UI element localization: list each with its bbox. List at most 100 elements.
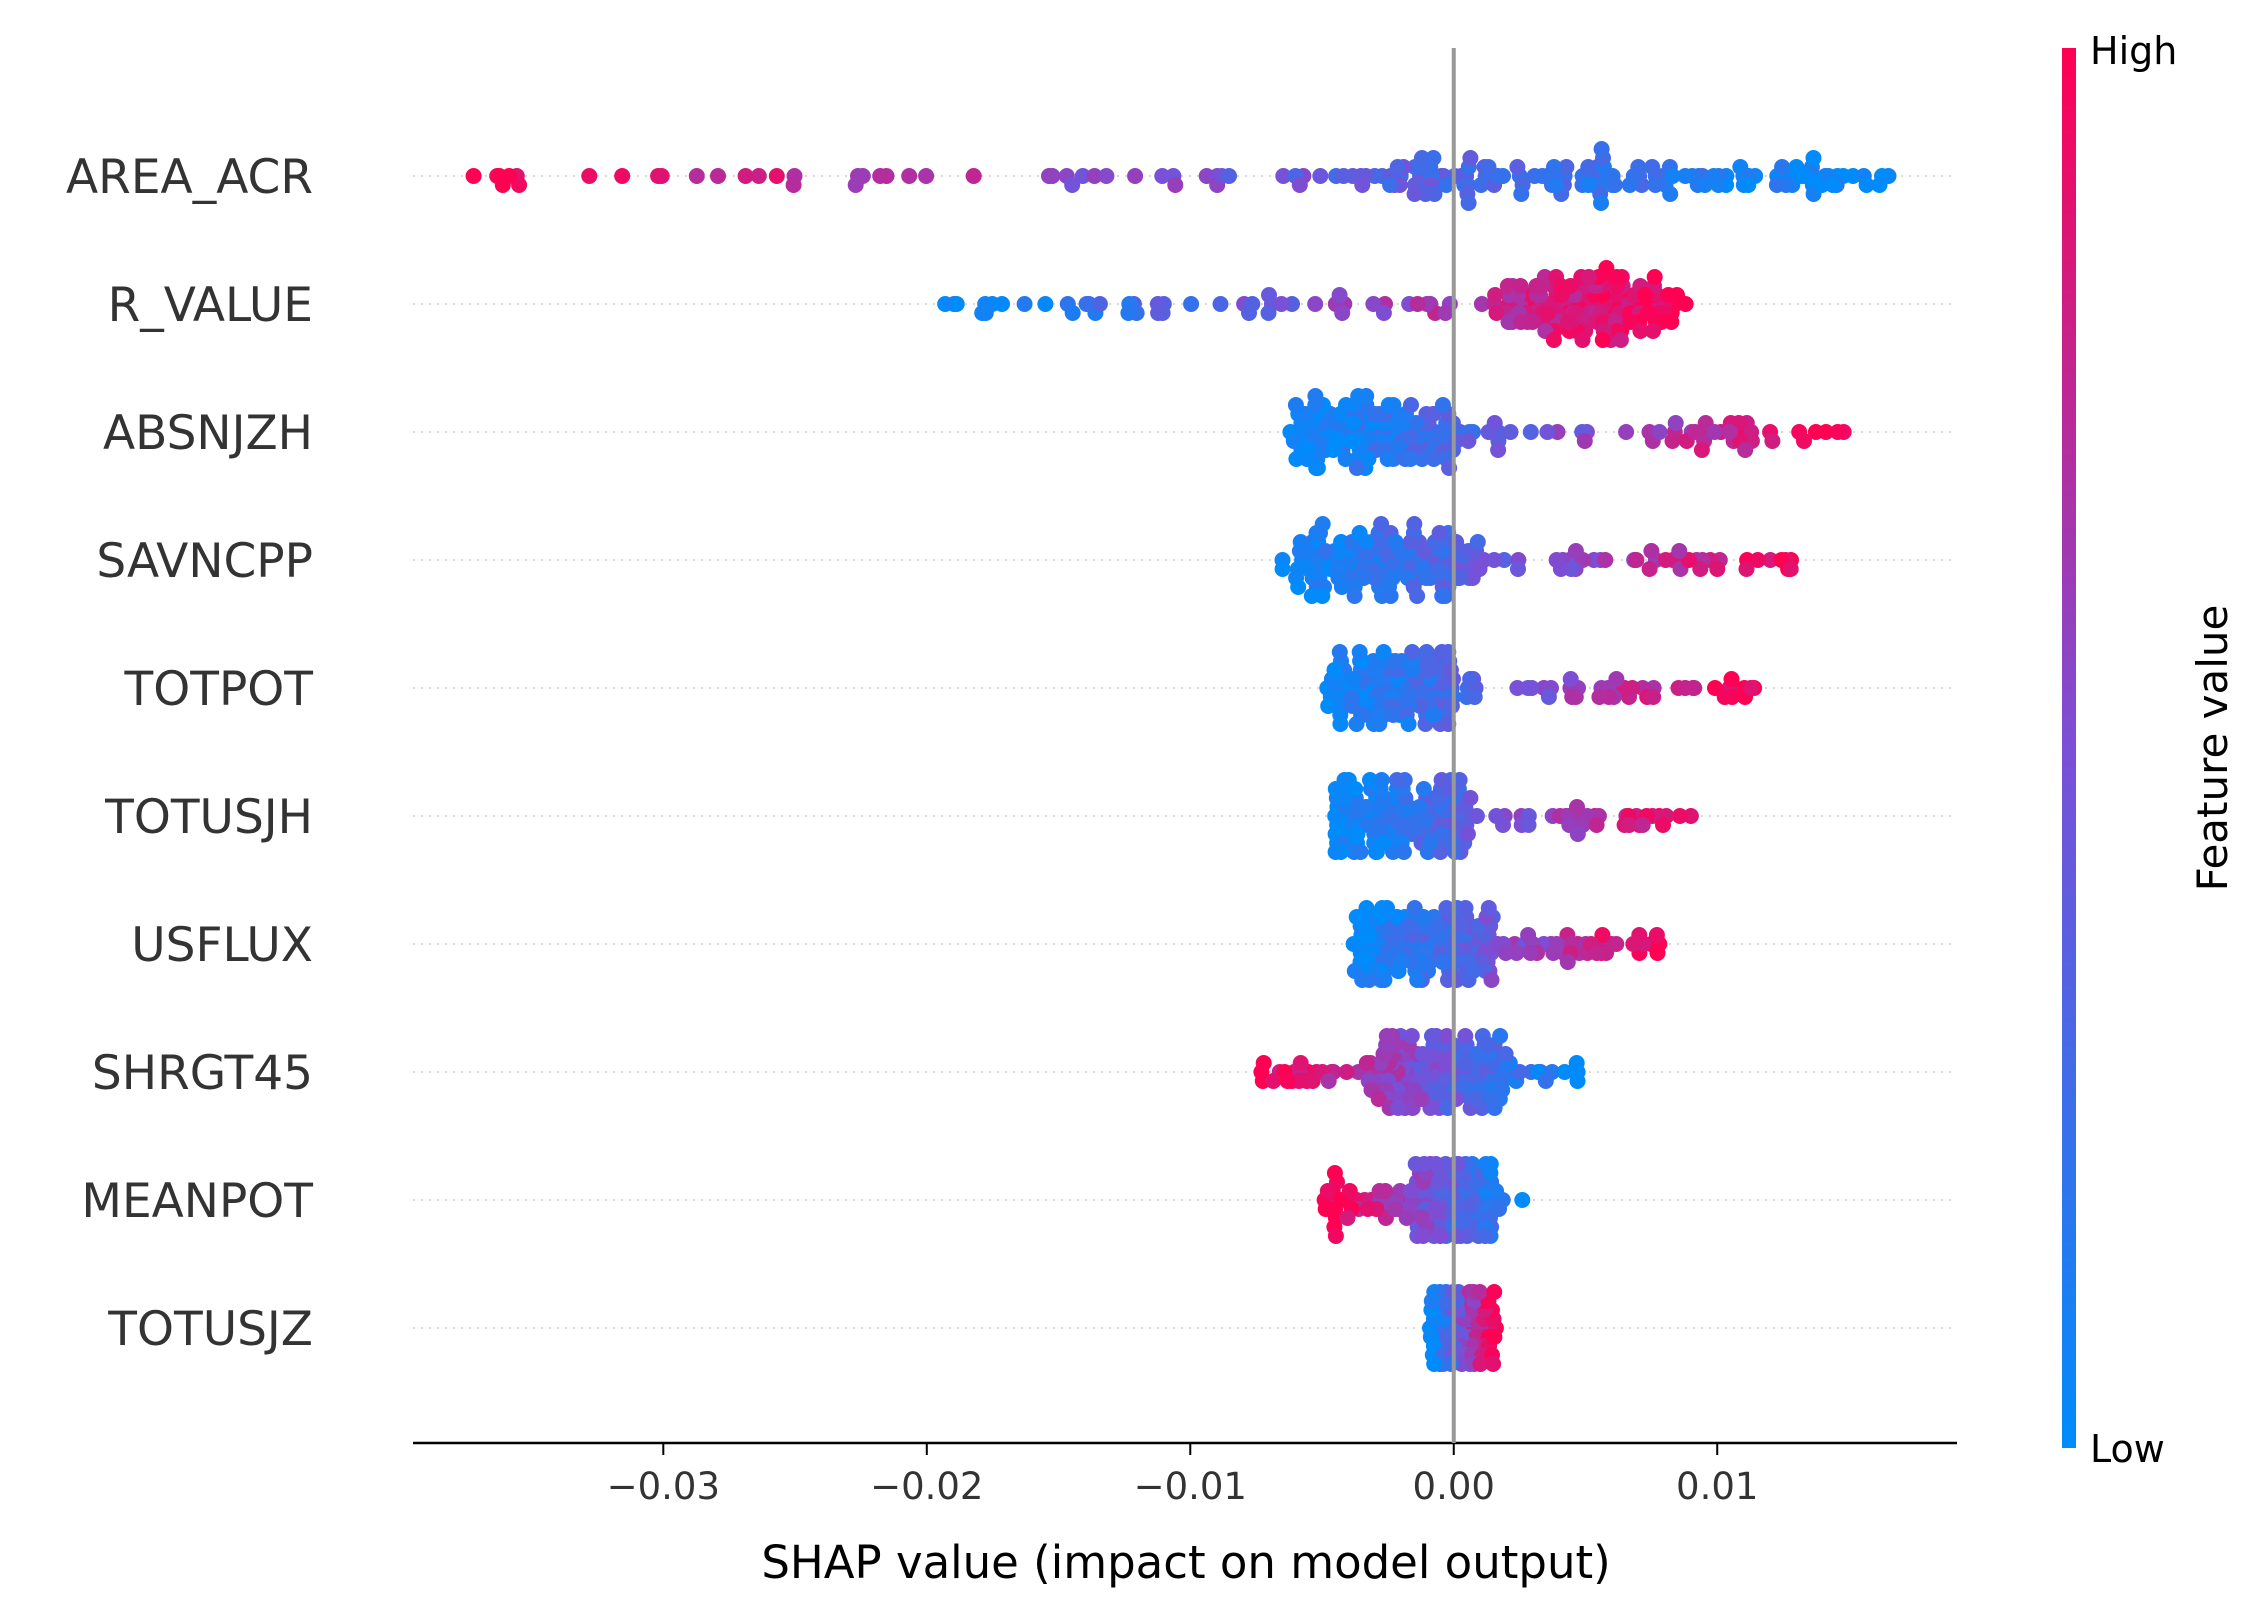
shap-point [1338, 1064, 1355, 1080]
shap-point [1292, 1055, 1309, 1071]
shap-point [1488, 305, 1505, 321]
shap-point [1279, 1073, 1296, 1089]
shap-point [1454, 918, 1471, 934]
shap-point [1569, 799, 1585, 815]
feature-label: TOTUSJZ [107, 1302, 313, 1357]
shap-point [1488, 808, 1505, 824]
shap-point [768, 168, 785, 184]
shap-point [1091, 296, 1108, 312]
shap-point [1651, 424, 1668, 440]
shap-point [1352, 844, 1369, 860]
shap-point [1528, 278, 1545, 294]
shap-point [1346, 588, 1363, 604]
shap-point [1183, 296, 1200, 312]
shap-point [1621, 817, 1638, 833]
shap-point [1796, 433, 1812, 449]
shap-point [1858, 177, 1875, 193]
shap-point [1467, 1091, 1484, 1107]
shap-point [1514, 1192, 1531, 1208]
shap-point [1649, 945, 1666, 961]
shap-point [1312, 168, 1329, 184]
shap-point [1307, 388, 1324, 404]
shap-point [1417, 543, 1434, 559]
shap-point [1426, 1284, 1443, 1300]
shap-point [1314, 516, 1331, 532]
shap-point [1677, 680, 1694, 696]
feature-label: SHRGT45 [92, 1046, 313, 1101]
shap-point [1390, 1100, 1407, 1116]
shap-point [465, 168, 482, 184]
shap-point [1422, 835, 1439, 851]
shap-point [1662, 186, 1679, 202]
shap-point [1564, 689, 1581, 705]
shap-point [1793, 168, 1810, 184]
shap-point [1548, 177, 1565, 193]
shap-point [1404, 644, 1421, 660]
shap-point [1434, 954, 1451, 970]
shap-point [1343, 433, 1360, 449]
shap-point [1431, 525, 1448, 541]
shap-point [1738, 561, 1755, 577]
shap-point [1484, 1091, 1501, 1107]
shap-point [1344, 698, 1361, 714]
shap-point [1438, 1028, 1455, 1044]
shap-point [1414, 1046, 1431, 1062]
shap-point [1664, 433, 1681, 449]
shap-point [688, 168, 705, 184]
shap-point [1522, 424, 1539, 440]
shap-point [653, 168, 670, 184]
shap-point [1351, 644, 1368, 660]
shap-point [1648, 927, 1665, 943]
shap-point [1457, 900, 1474, 916]
colorbar-title: Feature value [2188, 605, 2237, 892]
shap-point [1594, 332, 1611, 348]
shap-point [1762, 552, 1779, 568]
shap-point [1303, 588, 1320, 604]
shap-point [1871, 177, 1888, 193]
shap-point [1462, 790, 1479, 806]
shap-point [1534, 168, 1551, 184]
shap-point [1591, 689, 1608, 705]
shap-point [1567, 543, 1584, 559]
shap-point [1367, 406, 1384, 422]
shap-point [1710, 177, 1727, 193]
shap-point [1558, 159, 1575, 175]
shap-point [1671, 543, 1688, 559]
shap-point [1721, 424, 1738, 440]
shap-points [465, 141, 1897, 1372]
x-axis: −0.03 −0.02 −0.01 0.00 0.01 [413, 1441, 1957, 1508]
shap-point [1639, 305, 1656, 321]
feature-label: TOTPOT [124, 662, 314, 717]
shap-point [1362, 772, 1378, 788]
shap-point [1150, 305, 1167, 321]
shap-point [1597, 552, 1614, 568]
shap-point [965, 168, 982, 184]
shap-point [1546, 159, 1562, 175]
shap-point [1371, 716, 1388, 732]
shap-point [1641, 561, 1658, 577]
shap-point [1389, 159, 1406, 175]
shap-point [1448, 534, 1465, 550]
x-axis-title: SHAP value (impact on model output) [761, 1536, 1610, 1589]
shap-point [1387, 534, 1404, 550]
shap-point [1594, 927, 1611, 943]
shap-point [1385, 397, 1402, 413]
shap-point [1358, 534, 1375, 550]
shap-point [737, 168, 754, 184]
shap-point [1568, 1055, 1585, 1071]
shap-point [1400, 918, 1417, 934]
shap-point [1373, 772, 1390, 788]
shap-point [1469, 534, 1486, 550]
shap-point [1336, 772, 1353, 788]
shap-point [1290, 1073, 1307, 1089]
shap-point [1409, 296, 1426, 312]
shap-point [1432, 1228, 1449, 1244]
shap-point [1663, 314, 1680, 330]
shap-point [1430, 918, 1447, 934]
feature-label: MEANPOT [81, 1174, 313, 1229]
shap-point [1457, 1028, 1474, 1044]
shap-point [1320, 698, 1337, 714]
feature-label: AREA_ACR [66, 150, 313, 205]
shap-point [1459, 826, 1476, 842]
